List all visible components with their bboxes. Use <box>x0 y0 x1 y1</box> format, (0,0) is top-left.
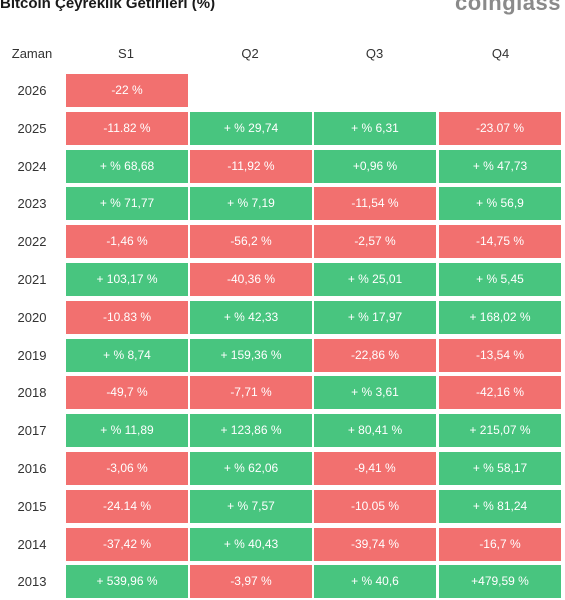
return-cell-s1: -22 % <box>66 74 188 107</box>
return-cell-q2: + % 29,74 <box>190 111 312 145</box>
return-cell-q2: -7,71 % <box>190 376 312 410</box>
return-cell-q3: + % 6,31 <box>314 111 436 145</box>
column-header-q2: Q2 <box>241 46 259 61</box>
year-label: 2019 <box>17 347 47 363</box>
return-cell-q3: -9,41 % <box>314 452 436 485</box>
return-cell-q2: + % 7,57 <box>190 489 312 523</box>
return-cell-q4: + % 5,45 <box>439 263 561 296</box>
return-cell-q3: + 80,41 % <box>314 414 436 448</box>
return-cell-q3: -22,86 % <box>314 338 436 372</box>
year-label: 2023 <box>17 196 47 212</box>
return-cell-s1: + % 71,77 <box>66 187 188 221</box>
return-cell-s1: -1,46 % <box>66 225 188 259</box>
return-cell-q2: + 159,36 % <box>190 338 312 372</box>
return-cell-q4: -13,54 % <box>439 338 561 372</box>
return-cell-q4: + % 56,9 <box>439 187 561 221</box>
year-label: 2024 <box>17 158 47 174</box>
return-cell-q2: -3,97 % <box>190 565 312 599</box>
return-cell-s1: -49,7 % <box>66 376 188 410</box>
column-header-q3: Q3 <box>365 46 384 61</box>
return-cell-q3: + % 40,6 <box>314 565 436 599</box>
return-cell-s1: -3,06 % <box>66 452 188 485</box>
return-cell-q4: +479,59 % <box>439 565 561 599</box>
year-label: 2014 <box>17 536 47 552</box>
return-cell-s1: + % 11,89 <box>66 414 188 448</box>
return-cell-s1: + % 8,74 <box>66 338 188 372</box>
chart-title: Bitcoin Çeyreklik Getirileri (%) <box>0 0 216 12</box>
return-cell-q2: -11,92 % <box>190 149 312 183</box>
return-cell-s1: -11.82 % <box>66 111 188 145</box>
return-cell-q3: -2,57 % <box>314 225 436 259</box>
return-cell-s1: -37,42 % <box>66 527 188 561</box>
return-cell-s1: -10.83 % <box>66 300 188 334</box>
return-cell-q4: + % 58,17 <box>439 452 561 485</box>
return-cell-q2: + % 40,43 <box>190 527 312 561</box>
year-label: 2013 <box>17 574 47 590</box>
year-label: 2020 <box>17 309 47 325</box>
return-cell-q4: + % 47,73 <box>439 149 561 183</box>
return-cell-q4: + 168,02 % <box>439 300 561 334</box>
year-label: 2026 <box>17 83 47 98</box>
return-cell-s1: + 539,96 % <box>66 565 188 599</box>
year-label: 2021 <box>17 272 47 287</box>
return-cell-q2: + % 62,06 <box>190 452 312 485</box>
return-cell-q3: -10.05 % <box>314 489 436 523</box>
return-cell-q3: -11,54 % <box>314 187 436 221</box>
return-cell-q2: -40,36 % <box>190 263 312 296</box>
year-label: 2018 <box>17 385 47 401</box>
return-cell-q2: -56,2 % <box>190 225 312 259</box>
return-cell-s1: -24.14 % <box>66 489 188 523</box>
return-cell-q4: -16,7 % <box>439 527 561 561</box>
return-cell-q4: -14,75 % <box>439 225 561 259</box>
year-label: 2016 <box>17 461 47 476</box>
return-cell-q3: + % 3,61 <box>314 376 436 410</box>
year-label: 2017 <box>17 423 47 439</box>
return-cell-q4: + 215,07 % <box>439 414 561 448</box>
return-cell-q4: -23.07 % <box>439 111 561 145</box>
return-cell-q4: -42,16 % <box>439 376 561 410</box>
column-header-s1: S1 <box>118 46 134 61</box>
return-cell-s1: + % 68,68 <box>66 149 188 183</box>
return-cell-q4: + % 81,24 <box>439 489 561 523</box>
return-cell-q2: + % 7,19 <box>190 187 312 221</box>
return-cell-q2: + % 42,33 <box>190 300 312 334</box>
year-label: 2022 <box>17 234 47 250</box>
return-cell-q2: + 123,86 % <box>190 414 312 448</box>
return-cell-q3: + % 25,01 <box>314 263 436 296</box>
return-cell-s1: + 103,17 % <box>66 263 188 296</box>
row-header-label: Zaman <box>11 46 53 61</box>
return-cell-q3: +0,96 % <box>314 149 436 183</box>
year-label: 2025 <box>17 120 47 136</box>
return-cell-q3: + % 17,97 <box>314 300 436 334</box>
return-cell-q3: -39,74 % <box>314 527 436 561</box>
column-header-q4: Q4 <box>491 46 510 61</box>
year-label: 2015 <box>17 498 47 514</box>
coinglass-logo: coinglass <box>455 0 561 15</box>
